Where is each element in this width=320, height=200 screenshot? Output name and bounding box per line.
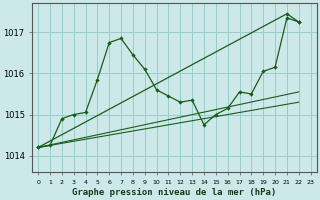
X-axis label: Graphe pression niveau de la mer (hPa): Graphe pression niveau de la mer (hPa) xyxy=(72,188,276,197)
